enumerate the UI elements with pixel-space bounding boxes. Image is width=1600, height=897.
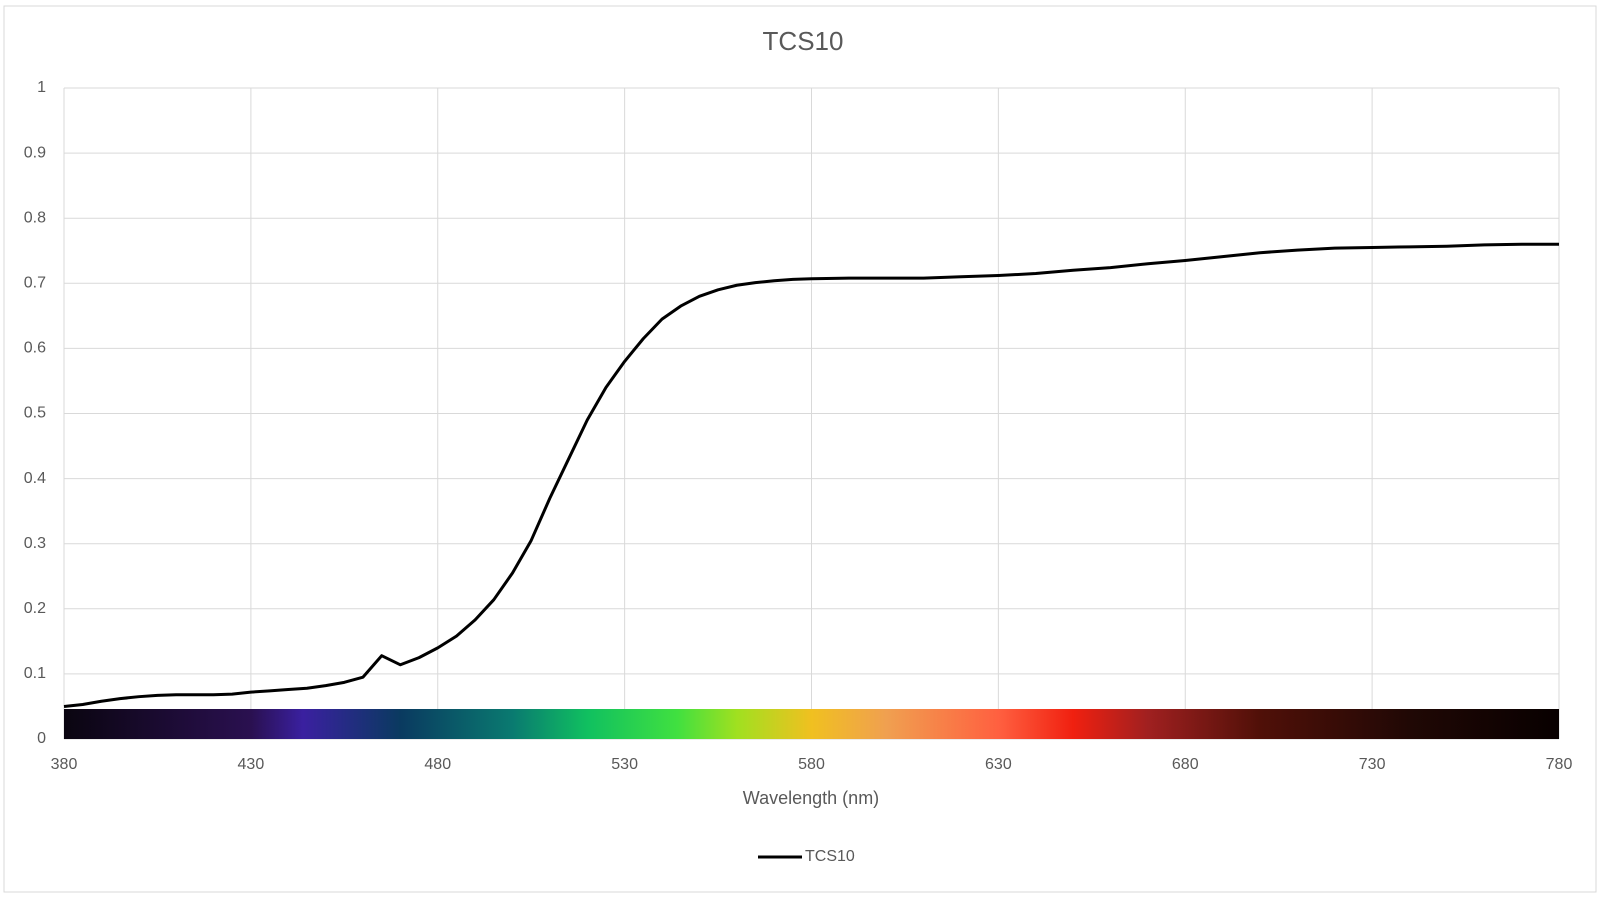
x-tick-label: 730 [1359, 756, 1386, 773]
spectrum-band [64, 709, 1559, 739]
y-tick-label: 0.8 [24, 209, 46, 226]
x-tick-label: 480 [424, 756, 451, 773]
y-tick-label: 0.4 [24, 470, 46, 487]
x-tick-label: 630 [985, 756, 1012, 773]
y-tick-label: 0.2 [24, 600, 46, 617]
chart-title: TCS10 [763, 26, 844, 56]
x-tick-label: 530 [611, 756, 638, 773]
y-tick-label: 0.9 [24, 144, 46, 161]
x-tick-label: 380 [51, 756, 78, 773]
y-tick-label: 0.1 [24, 665, 46, 682]
legend-label: TCS10 [805, 848, 855, 865]
y-tick-label: 0.3 [24, 535, 46, 552]
x-tick-label: 430 [238, 756, 265, 773]
data-line [63, 242, 1559, 708]
y-tick-label: 1 [37, 79, 46, 96]
y-tick-label: 0.5 [24, 405, 46, 422]
chart-frame [3, 5, 1597, 893]
x-axis-label: Wavelength (nm) [743, 788, 879, 808]
x-tick-label: 580 [798, 756, 825, 773]
y-tick-label: 0.7 [24, 275, 46, 292]
x-tick-label: 780 [1546, 756, 1573, 773]
y-tick-label: 0 [37, 730, 46, 747]
x-tick-label: 680 [1172, 756, 1199, 773]
y-tick-label: 0.6 [24, 340, 46, 357]
